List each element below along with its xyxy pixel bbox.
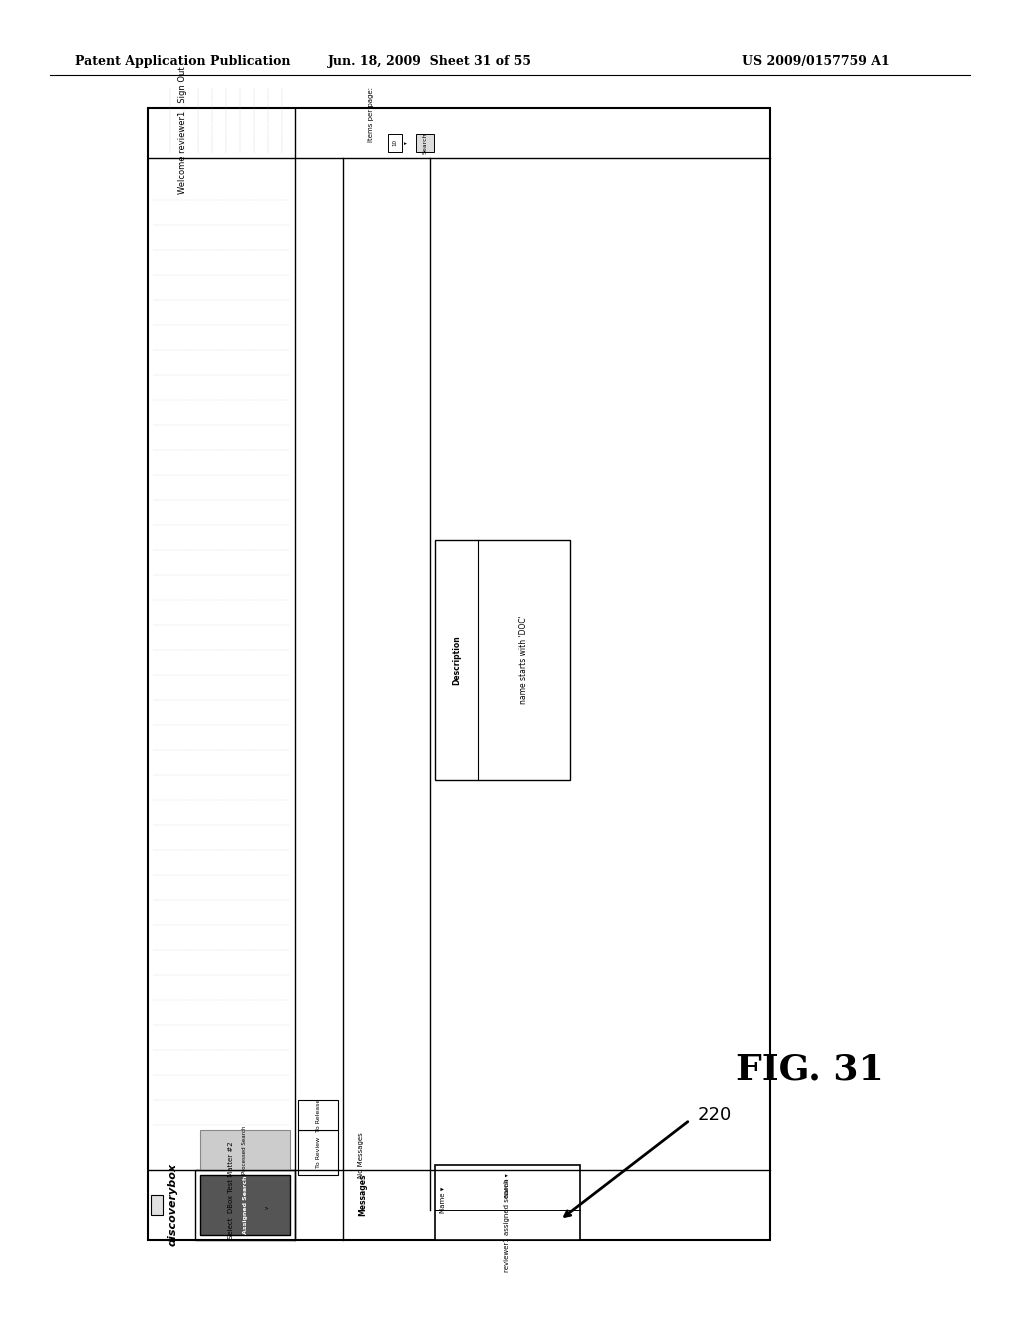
Bar	[200, 1175, 290, 1236]
Text: Select  DBox Test Matter #2: Select DBox Test Matter #2	[228, 1142, 234, 1238]
Text: Search: Search	[423, 132, 427, 154]
Bar	[416, 135, 434, 152]
Text: Messages: Messages	[358, 1173, 367, 1216]
Text: US 2009/0157759 A1: US 2009/0157759 A1	[742, 55, 890, 69]
Bar	[151, 1195, 163, 1214]
Text: Name ▾: Name ▾	[440, 1187, 446, 1213]
Text: To Review: To Review	[315, 1137, 321, 1168]
Text: Patent Application Publication: Patent Application Publication	[75, 55, 291, 69]
Text: Items per page:: Items per page:	[368, 87, 374, 143]
Bar	[148, 108, 770, 1239]
Bar	[260, 1199, 274, 1214]
Bar	[435, 540, 570, 780]
Bar	[298, 1100, 338, 1130]
Text: Welcome reviewer1 | Sign Out: Welcome reviewer1 | Sign Out	[178, 66, 187, 194]
Text: No Messages: No Messages	[358, 1133, 364, 1177]
Bar	[435, 1166, 580, 1239]
Bar	[195, 1170, 295, 1239]
Text: v: v	[264, 1205, 269, 1209]
Text: Description: Description	[452, 635, 461, 685]
Text: Assigned Search: Assigned Search	[243, 1176, 248, 1234]
Text: discoverybox: discoverybox	[168, 1163, 178, 1246]
Text: Jun. 18, 2009  Sheet 31 of 55: Jun. 18, 2009 Sheet 31 of 55	[328, 55, 532, 69]
Bar	[200, 1130, 290, 1170]
Text: 10: 10	[392, 140, 397, 147]
Bar	[298, 1130, 338, 1175]
Text: FIG. 31: FIG. 31	[736, 1053, 884, 1086]
Text: To Release: To Release	[315, 1098, 321, 1131]
Text: 220: 220	[698, 1106, 732, 1125]
Text: Name ▾: Name ▾	[505, 1173, 510, 1197]
Text: reviewer1 assigned search: reviewer1 assigned search	[505, 1179, 511, 1271]
Bar	[388, 135, 402, 152]
Text: ▾: ▾	[403, 141, 409, 144]
Text: name starts with 'DOC': name starts with 'DOC'	[519, 615, 528, 705]
Text: Processed Search: Processed Search	[243, 1126, 248, 1175]
